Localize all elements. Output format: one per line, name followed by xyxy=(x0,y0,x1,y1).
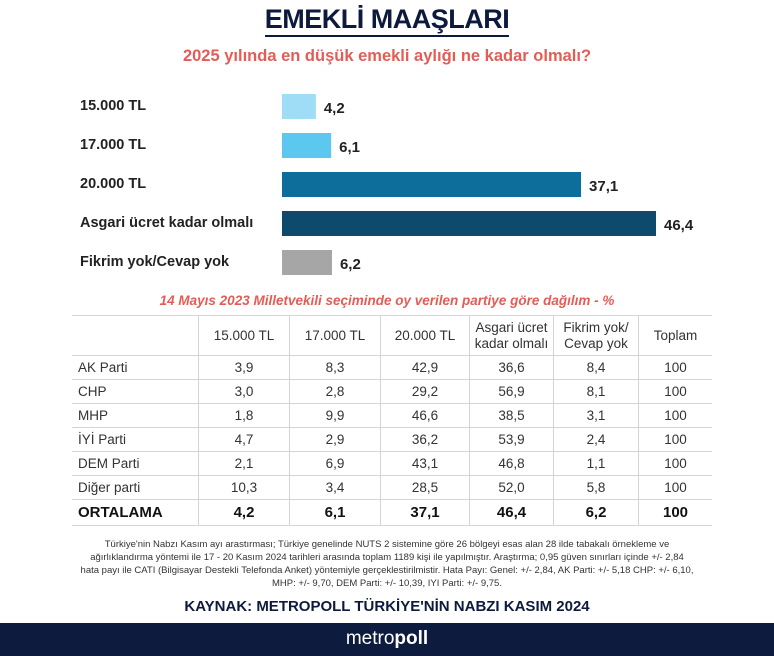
table-cell: 3,0 xyxy=(198,379,290,404)
table-cell: 10,3 xyxy=(198,475,290,500)
table-cell: 100 xyxy=(638,355,712,380)
table-cell: 53,9 xyxy=(469,427,554,452)
table-cell: 6,1 xyxy=(289,499,381,526)
table-cell: 36,2 xyxy=(380,427,470,452)
table-cell: 100 xyxy=(638,499,712,526)
table-cell: 46,6 xyxy=(380,403,470,428)
column-header: 17.000 TL xyxy=(289,315,381,356)
bar-value-label: 6,2 xyxy=(340,256,361,273)
table-cell: 46,8 xyxy=(469,451,554,476)
table-cell: 6,2 xyxy=(553,499,639,526)
table-cell: 8,1 xyxy=(553,379,639,404)
party-name: AK Parti xyxy=(72,355,199,380)
column-header xyxy=(72,315,199,356)
party-name: CHP xyxy=(72,379,199,404)
bar-value-label: 46,4 xyxy=(664,217,694,234)
table-cell: 5,8 xyxy=(553,475,639,500)
table-row: MHP 1,8 9,9 46,6 38,5 3,1 100 xyxy=(72,403,712,428)
table-cell: 36,6 xyxy=(469,355,554,380)
methodology-note: Türkiye'nin Nabzı Kasım ayı arastırması;… xyxy=(80,539,694,589)
bar xyxy=(282,172,582,197)
bar-category-label: 15.000 TL xyxy=(80,98,147,114)
table-row: AK Parti 3,9 8,3 42,9 36,6 8,4 100 xyxy=(72,355,712,380)
table-cell: 29,2 xyxy=(380,379,470,404)
table-cell: 52,0 xyxy=(469,475,554,500)
table-cell: 3,4 xyxy=(289,475,381,500)
table-cell: 42,9 xyxy=(380,355,470,380)
bar-category-label: Asgari ücret kadar olmalı xyxy=(80,215,254,231)
table-cell: 2,1 xyxy=(198,451,290,476)
page-title: EMEKLİ MAAŞLARI xyxy=(0,4,774,37)
logo-light: metro xyxy=(345,628,395,649)
table-cell: 8,4 xyxy=(553,355,639,380)
table-row: İYİ Parti 4,7 2,9 36,2 53,9 2,4 100 xyxy=(72,427,712,452)
table-cell: 3,1 xyxy=(553,403,639,428)
table-cell: 100 xyxy=(638,451,712,476)
bar xyxy=(282,211,656,236)
footer-logo: metropoll xyxy=(0,623,774,656)
table-caption: 14 Mayıs 2023 Milletvekili seçiminde oy … xyxy=(159,293,615,308)
table-cell: 9,9 xyxy=(289,403,381,428)
bar-category-label: Fikrim yok/Cevap yok xyxy=(80,254,230,270)
table-cell: 2,8 xyxy=(289,379,381,404)
bar-category-label: 20.000 TL xyxy=(80,176,147,192)
table-header-row: 15.000 TL 17.000 TL 20.000 TL Asgari ücret … xyxy=(72,315,712,356)
bar-chart: 15.000 TL 17.000 TL 20.000 TL Asgari ücret … xyxy=(0,0,774,290)
column-header: Toplam xyxy=(638,315,712,356)
logo-bold: poll xyxy=(394,628,429,649)
column-header: 20.000 TL xyxy=(380,315,470,356)
party-name: İYİ Parti xyxy=(72,427,199,452)
table-cell: 28,5 xyxy=(380,475,470,500)
table-cell: 4,7 xyxy=(198,427,290,452)
table-cell: 1,1 xyxy=(553,451,639,476)
table-cell: 100 xyxy=(638,475,712,500)
bar-category-label: 17.000 TL xyxy=(80,137,147,153)
bar xyxy=(282,133,332,158)
title-text: EMEKLİ MAAŞLARI xyxy=(264,4,510,37)
column-header: 15.000 TL xyxy=(198,315,290,356)
table-cell: 38,5 xyxy=(469,403,554,428)
table-row: CHP 3,0 2,8 29,2 56,9 8,1 100 xyxy=(72,379,712,404)
table-cell: 4,2 xyxy=(198,499,290,526)
breakdown-table: 15.000 TL 17.000 TL 20.000 TL Asgari ücret … xyxy=(72,315,712,526)
party-name: DEM Parti xyxy=(72,451,199,476)
table-cell: 100 xyxy=(638,427,712,452)
table-cell: 46,4 xyxy=(469,499,554,526)
table-cell: 8,3 xyxy=(289,355,381,380)
table-cell: 100 xyxy=(638,379,712,404)
party-name: Diğer parti xyxy=(72,475,199,500)
bar-value-label: 37,1 xyxy=(589,178,618,195)
table-row: DEM Parti 2,1 6,9 43,1 46,8 1,1 100 xyxy=(72,451,712,476)
table-cell: 6,9 xyxy=(289,451,381,476)
table-cell: 3,9 xyxy=(198,355,290,380)
party-name: ORTALAMA xyxy=(72,499,199,526)
table-cell: 43,1 xyxy=(380,451,470,476)
party-name: MHP xyxy=(72,403,199,428)
table-cell: 37,1 xyxy=(380,499,470,526)
table-cell: 56,9 xyxy=(469,379,554,404)
bar-chart-svg: 4,2 6,1 37,1 46,4 6,2 xyxy=(282,94,694,275)
table-cell: 100 xyxy=(638,403,712,428)
bar-value-label: 6,1 xyxy=(339,139,360,156)
table-cell: 2,4 xyxy=(553,427,639,452)
table-cell: 1,8 xyxy=(198,403,290,428)
bar xyxy=(282,250,332,275)
average-row: ORTALAMA 4,2 6,1 37,1 46,4 6,2 100 xyxy=(72,499,712,526)
column-header: Asgari ücret kadar olmalı xyxy=(469,315,554,356)
column-header: Fikrim yok/ Cevap yok xyxy=(553,315,639,356)
bar xyxy=(282,94,316,119)
chart-subtitle: 2025 yılında en düşük emekli aylığı ne k… xyxy=(182,47,592,65)
bar-value-label: 4,2 xyxy=(324,100,345,117)
table-cell: 2,9 xyxy=(289,427,381,452)
source-text: KAYNAK: METROPOLL TÜRKİYE'NİN NABZI KASI… xyxy=(184,598,590,615)
table-row: Diğer parti 10,3 3,4 28,5 52,0 5,8 100 xyxy=(72,475,712,500)
